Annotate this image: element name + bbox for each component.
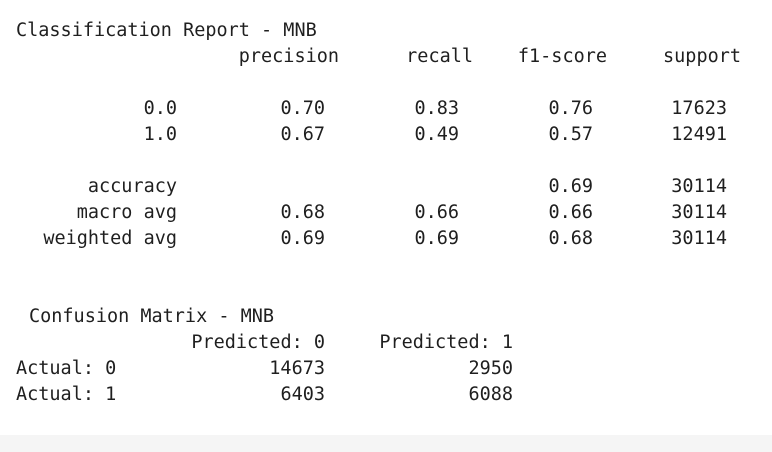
support-value: 12491 [671,124,727,145]
matrix-cell: 2950 [468,358,513,379]
recall-value: 0.49 [414,124,459,145]
column-header-recall: recall [406,46,473,67]
confusion-matrix-title: Confusion Matrix - MNB [29,306,275,327]
precision-value: 0.69 [280,228,325,249]
report-title: Classification Report - MNB [16,20,317,41]
column-header-f1-score: f1-score [517,46,607,67]
row-label-actual-0: Actual: 0 [16,358,117,379]
precision-value: 0.70 [280,98,325,119]
row-label: macro avg [76,202,177,223]
f1-score-value: 0.69 [548,176,593,197]
f1-score-value: 0.66 [548,202,593,223]
output-footer-bar [0,435,772,452]
recall-value: 0.69 [414,228,459,249]
support-value: 30114 [671,228,727,249]
row-label: weighted avg [43,228,177,249]
row-label: 0.0 [143,98,177,119]
f1-score-value: 0.68 [548,228,593,249]
notebook-output: Classification Report - MNB precision re… [16,20,741,405]
precision-value: 0.68 [280,202,325,223]
f1-score-value: 0.76 [548,98,593,119]
recall-value: 0.66 [414,202,459,223]
recall-value: 0.83 [414,98,459,119]
matrix-cell: 6088 [468,384,513,405]
support-value: 30114 [671,202,727,223]
column-header-precision: precision [238,46,339,67]
column-header-predicted-0: Predicted: 0 [191,332,325,353]
row-label: accuracy [87,176,177,197]
support-value: 30114 [671,176,727,197]
matrix-cell: 14673 [269,358,325,379]
matrix-cell: 6403 [280,384,325,405]
row-label-actual-1: Actual: 1 [16,384,117,405]
column-header-predicted-1: Predicted: 1 [379,332,513,353]
row-label: 1.0 [143,124,177,145]
precision-value: 0.67 [280,124,325,145]
support-value: 17623 [671,98,727,119]
f1-score-value: 0.57 [548,124,593,145]
column-header-support: support [663,46,741,67]
